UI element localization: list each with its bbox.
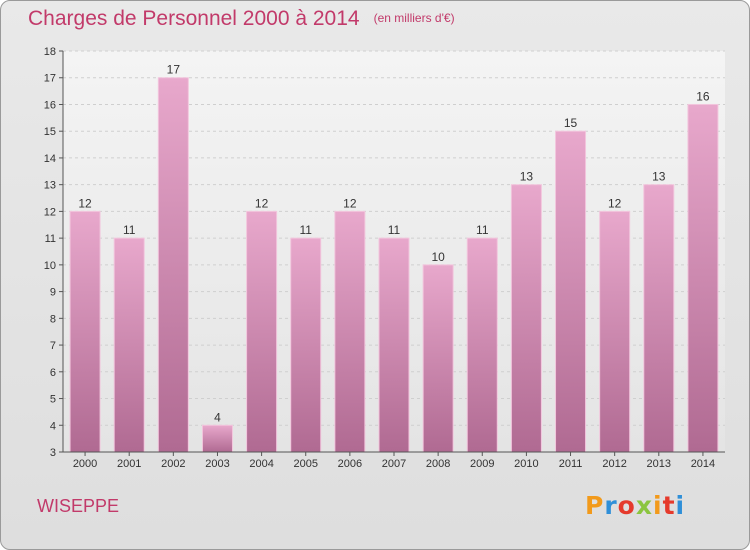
value-label: 12	[608, 196, 622, 210]
x-axis: 2000 2001 2002 2003 2004 2005 2006 2007 2008 2009…	[63, 451, 725, 470]
y-axis: 3 4 5 6 7 8 9 10 11 12 13 14 15 16 17 18	[44, 46, 64, 459]
bar-2008	[422, 264, 454, 453]
value-label: 12	[343, 196, 357, 210]
value-label: 11	[388, 223, 401, 237]
chart-subtitle: (en milliers d'€)	[373, 11, 455, 25]
y-tick-label: 13	[44, 180, 56, 192]
bar-2003	[201, 424, 233, 453]
commune-name: WISEPPE	[37, 496, 120, 516]
logo-letter: x	[635, 491, 653, 520]
y-tick-label: 6	[50, 367, 56, 379]
x-tick-label: 2009	[470, 458, 494, 470]
x-tick-label: 2012	[602, 458, 626, 470]
proxiti-logo: Proxiti	[585, 491, 685, 520]
y-tick-label: 10	[44, 260, 56, 272]
y-tick-label: 8	[50, 313, 56, 325]
y-tick-label: 12	[44, 206, 56, 218]
y-tick-label: 14	[44, 153, 56, 165]
bar-2004	[246, 210, 278, 453]
x-tick-label: 2005	[293, 458, 317, 470]
x-tick-label: 2004	[249, 458, 273, 470]
value-label: 11	[476, 223, 489, 237]
bar-2013	[643, 184, 675, 453]
y-tick-label: 4	[50, 420, 56, 432]
value-label: 13	[520, 170, 534, 184]
value-label: 12	[78, 196, 92, 210]
y-tick-label: 15	[44, 126, 56, 138]
bar-2009	[466, 237, 498, 453]
bar-2002	[157, 77, 189, 453]
bar-2005	[290, 237, 322, 453]
value-label: 16	[696, 89, 710, 103]
x-tick-label: 2006	[338, 458, 362, 470]
x-tick-label: 2001	[117, 458, 141, 470]
logo-letter: P	[585, 491, 605, 520]
y-tick-label: 18	[44, 46, 56, 58]
x-tick-label: 2000	[73, 458, 97, 470]
y-tick-label: 5	[50, 394, 56, 406]
bar-2000	[69, 210, 101, 453]
logo-letter: i	[675, 491, 686, 520]
bar-2010	[510, 184, 542, 453]
bar-2014	[687, 103, 719, 453]
x-tick-label: 2008	[426, 458, 450, 470]
value-label: 15	[564, 116, 578, 130]
x-tick-label: 2003	[205, 458, 229, 470]
y-tick-label: 16	[44, 99, 56, 111]
value-label: 17	[167, 63, 181, 77]
bar-2007	[378, 237, 410, 453]
bar-2011	[555, 130, 587, 453]
x-tick-label: 2007	[382, 458, 406, 470]
y-tick-label: 3	[50, 447, 56, 459]
y-tick-label: 9	[50, 287, 56, 299]
value-label: 4	[214, 410, 221, 424]
x-tick-label: 2011	[559, 458, 583, 470]
value-label: 11	[299, 223, 312, 237]
logo-letter: i	[653, 491, 663, 520]
y-tick-label: 11	[45, 233, 56, 245]
bar-2006	[334, 210, 366, 453]
logo-letter: r	[604, 491, 618, 520]
value-label: 10	[431, 250, 445, 264]
value-label: 13	[652, 170, 666, 184]
x-tick-label: 2010	[514, 458, 538, 470]
x-tick-label: 2002	[161, 458, 185, 470]
chart-title: Charges de Personnel 2000 à 2014 (en mill…	[28, 7, 455, 31]
chart-title-text: Charges de Personnel 2000 à 2014	[28, 7, 360, 30]
logo-letter: o	[617, 491, 636, 520]
logo-letter: t	[662, 491, 676, 520]
bar-2012	[599, 210, 631, 453]
bars: 12 11 17 4 12 11 12 11 10 11 13 15 12 13 16	[69, 63, 719, 453]
y-tick-label: 7	[50, 340, 56, 352]
value-label: 11	[123, 223, 136, 237]
y-tick-label: 17	[44, 73, 56, 85]
value-label: 12	[255, 196, 269, 210]
bar-2001	[113, 237, 145, 453]
x-tick-label: 2014	[691, 458, 715, 470]
x-tick-label: 2013	[647, 458, 671, 470]
